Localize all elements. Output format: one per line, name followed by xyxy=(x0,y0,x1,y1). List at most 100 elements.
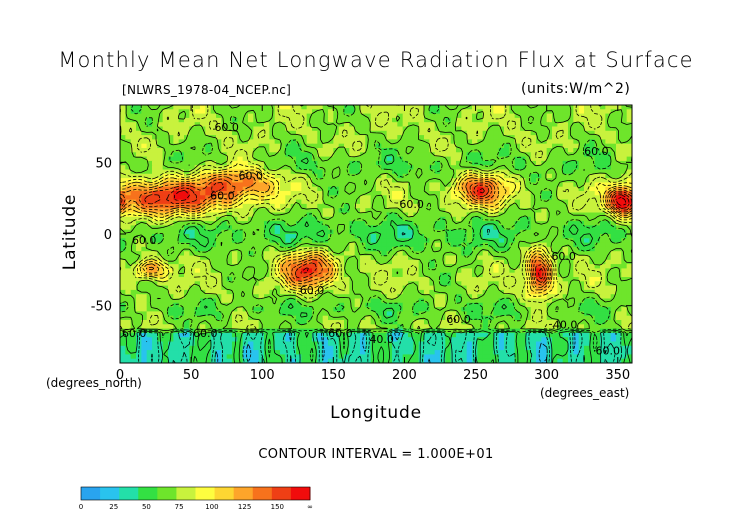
heatmap-cell xyxy=(136,130,142,136)
heatmap-cell xyxy=(237,178,244,183)
heatmap-cell xyxy=(397,191,404,196)
heatmap-cell xyxy=(488,259,494,265)
heatmap-cell xyxy=(226,126,233,132)
heatmap-cell xyxy=(546,315,553,321)
heatmap-cell xyxy=(584,264,590,269)
heatmap-cell xyxy=(248,117,254,123)
heatmap-cell xyxy=(498,221,505,226)
heatmap-cell xyxy=(445,212,452,218)
heatmap-cell xyxy=(248,195,254,201)
heatmap-cell xyxy=(178,199,185,205)
heatmap-cell xyxy=(141,122,148,128)
heatmap-cell xyxy=(498,289,505,295)
heatmap-cell xyxy=(178,277,185,282)
heatmap-cell xyxy=(536,135,542,140)
heatmap-cell xyxy=(194,255,201,261)
heatmap-cell xyxy=(226,117,233,123)
heatmap-cell xyxy=(424,281,430,287)
heatmap-cell xyxy=(285,221,292,226)
heatmap-cell xyxy=(333,277,340,282)
heatmap-cell xyxy=(168,195,174,201)
heatmap-cell xyxy=(562,225,569,231)
heatmap-cell xyxy=(184,109,190,115)
heatmap-cell xyxy=(392,113,398,119)
heatmap-cell xyxy=(456,199,462,205)
heatmap-cell xyxy=(594,169,601,175)
heatmap-cell xyxy=(472,238,478,244)
heatmap-cell xyxy=(429,160,436,166)
heatmap-cell xyxy=(349,130,356,136)
heatmap-cell xyxy=(610,272,617,278)
heatmap-cell xyxy=(376,259,382,265)
heatmap-cell xyxy=(120,225,126,231)
heatmap-cell xyxy=(200,294,206,300)
heatmap-cell xyxy=(189,212,196,218)
heatmap-cell xyxy=(520,186,526,192)
heatmap-cell xyxy=(562,126,569,132)
heatmap-cell xyxy=(285,105,292,110)
heatmap-cell xyxy=(210,148,217,153)
heatmap-cell xyxy=(178,238,185,244)
heatmap-cell xyxy=(360,126,366,132)
heatmap-cell xyxy=(258,225,265,231)
heatmap-cell xyxy=(253,109,260,115)
heatmap-cell xyxy=(242,165,249,171)
heatmap-cell xyxy=(509,130,516,136)
heatmap-cell xyxy=(349,238,356,244)
heatmap-cell xyxy=(269,259,276,265)
heatmap-cell xyxy=(317,281,324,287)
heatmap-cell xyxy=(344,109,350,115)
heatmap-cell xyxy=(221,117,228,123)
heatmap-cell xyxy=(429,307,436,312)
heatmap-cell xyxy=(280,212,286,218)
heatmap-cell xyxy=(440,156,446,162)
heatmap-cell xyxy=(445,156,452,162)
heatmap-cell xyxy=(285,225,292,231)
heatmap-cell xyxy=(376,152,382,158)
heatmap-cell xyxy=(328,143,334,149)
heatmap-cell xyxy=(397,122,404,128)
heatmap-cell xyxy=(610,169,617,175)
heatmap-cell xyxy=(541,130,548,136)
heatmap-cell xyxy=(317,272,324,278)
heatmap-cell xyxy=(232,234,238,239)
heatmap-cell xyxy=(152,182,158,188)
heatmap-cell xyxy=(221,229,228,235)
heatmap-cell xyxy=(328,165,334,171)
heatmap-cell xyxy=(536,212,542,218)
heatmap-cell xyxy=(184,268,190,274)
heatmap-cell xyxy=(237,143,244,149)
heatmap-cell xyxy=(498,268,505,274)
heatmap-cell xyxy=(594,195,601,201)
heatmap-cell xyxy=(440,208,446,214)
heatmap-cell xyxy=(232,139,238,145)
heatmap-cell xyxy=(482,139,489,145)
heatmap-cell xyxy=(621,281,628,287)
heatmap-cell xyxy=(621,234,628,239)
heatmap-cell xyxy=(349,320,356,325)
heatmap-cell xyxy=(498,199,505,205)
heatmap-cell xyxy=(200,182,206,188)
heatmap-cell xyxy=(424,139,430,145)
heatmap-cell xyxy=(541,225,548,231)
heatmap-cell xyxy=(498,251,505,257)
heatmap-cell xyxy=(456,195,462,201)
heatmap-cell xyxy=(578,259,585,265)
heatmap-cell xyxy=(504,135,510,140)
heatmap-cell xyxy=(178,203,185,209)
heatmap-cell xyxy=(402,113,409,119)
heatmap-cell xyxy=(568,191,574,196)
heatmap-cell xyxy=(120,315,126,321)
heatmap-cell xyxy=(568,126,574,132)
heatmap-cell xyxy=(354,122,361,128)
heatmap-cell xyxy=(434,130,441,136)
heatmap-cell xyxy=(258,268,265,274)
heatmap-cell xyxy=(328,251,334,257)
heatmap-cell xyxy=(621,186,628,192)
heatmap-cell xyxy=(578,105,585,110)
heatmap-cell xyxy=(232,302,238,308)
heatmap-cell xyxy=(504,311,510,317)
heatmap-cell xyxy=(242,298,249,304)
heatmap-cell xyxy=(306,105,313,110)
heatmap-cell xyxy=(301,186,308,192)
